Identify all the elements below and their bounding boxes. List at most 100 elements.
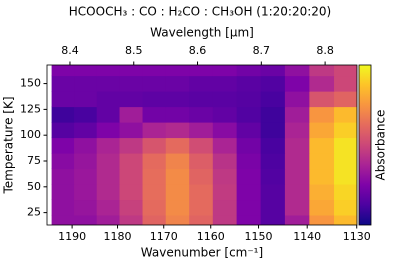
heatmap-cell <box>51 152 75 170</box>
heatmap-cell <box>284 152 310 170</box>
heatmap-cell <box>119 106 144 123</box>
heatmap-cell <box>142 65 167 77</box>
heatmap-cell <box>284 121 310 139</box>
heatmap-cell <box>165 168 190 185</box>
heatmap-cell <box>236 168 262 185</box>
heatmap-cell <box>74 121 98 139</box>
heatmap-cell <box>212 214 238 225</box>
y-tick-label: 100 <box>20 128 41 141</box>
heatmap-cell <box>189 91 214 108</box>
heatmap-cell <box>260 75 286 92</box>
heatmap-cell <box>142 137 167 154</box>
heatmap-cell <box>309 199 335 216</box>
heatmap-cell <box>212 137 238 154</box>
heatmap-cell <box>165 106 190 123</box>
heatmap-cell <box>236 75 262 92</box>
heatmap-cell <box>142 152 167 170</box>
x-tick-label: 8.4 <box>61 44 79 57</box>
heatmap-cell <box>96 91 121 108</box>
heatmap-cell <box>309 121 335 139</box>
heatmap-cell <box>260 214 286 225</box>
heatmap-cell <box>260 152 286 170</box>
heatmap-cell <box>189 199 214 216</box>
heatmap-cell <box>119 168 144 185</box>
x2-tick-label: 1190 <box>58 230 86 243</box>
heatmap-cell <box>119 91 144 108</box>
heatmap-cell <box>165 152 190 170</box>
heatmap-cell <box>119 199 144 216</box>
x-tick-label: 8.5 <box>125 44 143 57</box>
heatmap-cell <box>334 183 357 201</box>
heatmap-cell <box>309 106 335 123</box>
heatmap-cell <box>309 137 335 154</box>
heatmap-cell <box>74 75 98 92</box>
colorbar-title: Absorbance <box>374 110 388 181</box>
heatmap-cell <box>51 106 75 123</box>
heatmap-cell <box>119 183 144 201</box>
heatmap-cell <box>212 65 238 77</box>
heatmap-cell <box>236 91 262 108</box>
heatmap-cell <box>51 214 75 225</box>
heatmap-cell <box>189 121 214 139</box>
x2-tick-label: 1150 <box>245 230 273 243</box>
heatmap-cell <box>334 199 357 216</box>
heatmap-cell <box>189 168 214 185</box>
heatmap-cell <box>334 65 357 77</box>
heatmap-cell <box>165 91 190 108</box>
x2-tick-label: 1180 <box>104 230 132 243</box>
y-tick-label: 150 <box>20 77 41 90</box>
heatmap-cell <box>142 106 167 123</box>
heatmap-cell <box>284 168 310 185</box>
heatmap-cell <box>212 106 238 123</box>
heatmap-cell <box>142 168 167 185</box>
heatmap-cell <box>334 214 357 225</box>
heatmap-cell <box>165 214 190 225</box>
heatmap-cell <box>212 91 238 108</box>
heatmap-cell <box>309 152 335 170</box>
x2-tick-label: 1160 <box>197 230 225 243</box>
heatmap-cell <box>96 183 121 201</box>
heatmap-cell <box>260 91 286 108</box>
heatmap-cell <box>236 152 262 170</box>
heatmap-cell <box>142 214 167 225</box>
heatmap-cell <box>189 75 214 92</box>
heatmap-cell <box>284 65 310 77</box>
heatmap-cell <box>96 168 121 185</box>
heatmap-cell <box>119 137 144 154</box>
heatmap-cell <box>260 168 286 185</box>
heatmap-cell <box>96 199 121 216</box>
heatmap-cell <box>334 75 357 92</box>
heatmap-cell <box>189 183 214 201</box>
heatmap-cell <box>284 199 310 216</box>
heatmap-cell <box>51 91 75 108</box>
heatmap-cell <box>334 121 357 139</box>
heatmap-cell <box>334 137 357 154</box>
heatmap-cell <box>309 91 335 108</box>
heatmap-cell <box>119 214 144 225</box>
heatmap-cell <box>96 137 121 154</box>
heatmap-cell <box>309 168 335 185</box>
heatmap-cell <box>309 75 335 92</box>
heatmap-cell <box>284 75 310 92</box>
heatmap-cell <box>334 152 357 170</box>
heatmap-cell <box>165 65 190 77</box>
heatmap-cell <box>165 137 190 154</box>
heatmap-cell <box>119 75 144 92</box>
heatmap-cell <box>189 214 214 225</box>
heatmap-cell <box>309 214 335 225</box>
heatmap-cell <box>260 121 286 139</box>
x2-tick-label: 1130 <box>343 230 371 243</box>
heatmap-cell <box>165 199 190 216</box>
y-tick-label: 75 <box>27 154 41 167</box>
heatmap-cell <box>96 65 121 77</box>
heatmap-cell <box>74 183 98 201</box>
heatmap-cell <box>74 65 98 77</box>
heatmap-cell <box>189 152 214 170</box>
y-tick-label: 125 <box>20 102 41 115</box>
x2-tick-label: 1140 <box>293 230 321 243</box>
heatmap-cell <box>212 183 238 201</box>
heatmap-cell <box>96 152 121 170</box>
heatmap-cell <box>96 75 121 92</box>
heatmap-cell <box>260 65 286 77</box>
